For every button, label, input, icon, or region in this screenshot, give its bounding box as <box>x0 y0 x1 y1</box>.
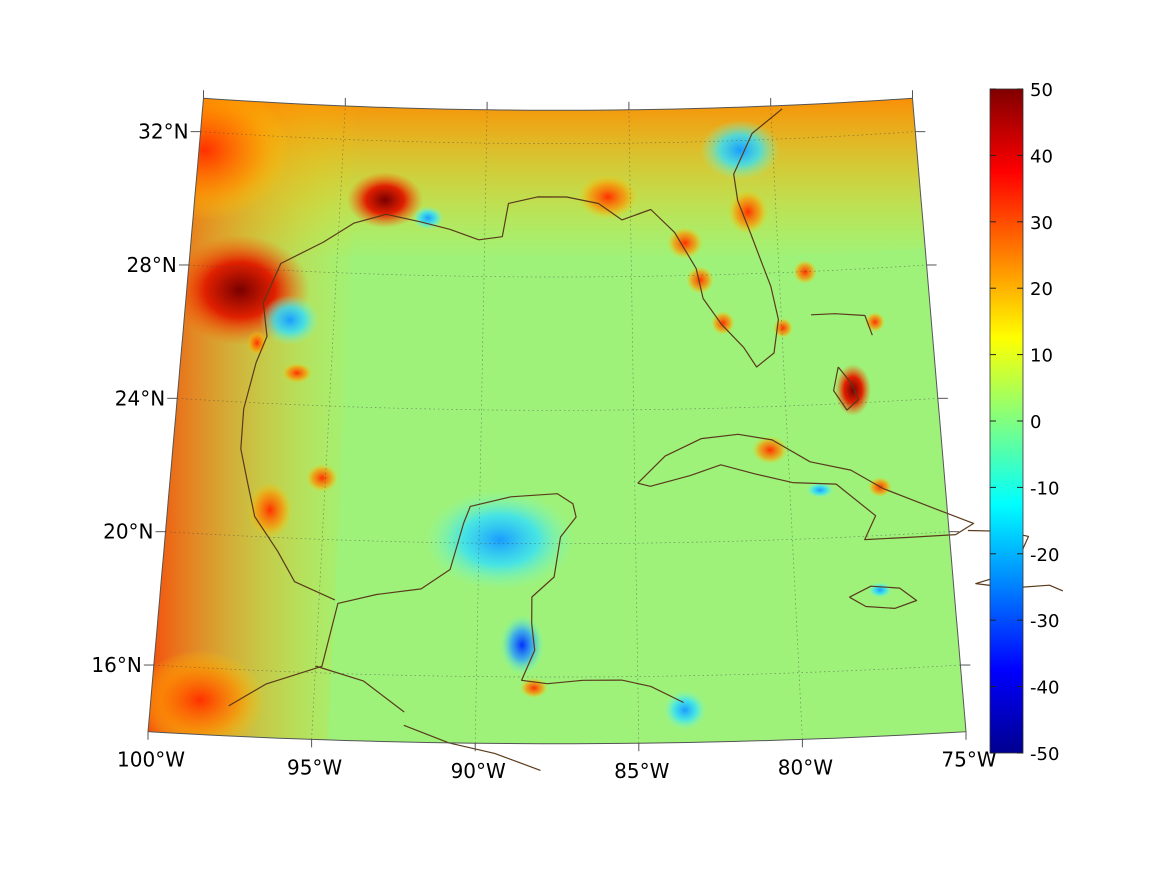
anomaly-blob-18 <box>306 464 338 492</box>
anomaly-blob-26 <box>260 295 320 345</box>
colorbar-tick-label: 40 <box>1030 146 1053 167</box>
data-field <box>148 98 966 744</box>
anomaly-blob-21 <box>500 615 544 675</box>
anomaly-blob-22 <box>663 690 707 730</box>
anomaly-blob-9 <box>835 364 871 416</box>
lat-tick-label: 32°N <box>138 120 188 144</box>
longitude-labels: 100°W 95°W 90°W 85°W 80°W 75°W <box>117 748 997 784</box>
lon-tick-label: 85°W <box>614 759 669 783</box>
frame-ticks <box>143 90 971 752</box>
parallel-line <box>188 264 927 278</box>
colorbar-tick-label: 10 <box>1030 346 1053 367</box>
anomaly-blob-13 <box>248 482 292 538</box>
lat-tick-label: 24°N <box>115 386 165 410</box>
anomaly-blob-1 <box>347 172 423 228</box>
coastline-bahamas-abaco <box>810 313 873 336</box>
anomaly-blob-10 <box>793 260 817 284</box>
coastline-bahamas-andros <box>833 366 860 411</box>
anomaly-blob-20 <box>425 490 575 590</box>
meridian-line <box>628 109 640 744</box>
colorbar-ticks: 50 40 30 20 10 0 -10 -20 -30 -40 -50 <box>990 80 1059 765</box>
parallel-line <box>165 531 950 545</box>
anomaly-blob-11 <box>865 312 885 332</box>
colorbar: 50 40 30 20 10 0 -10 -20 -30 -40 -50 <box>989 80 1059 765</box>
anomaly-blob-25 <box>868 582 892 598</box>
colorbar-tick-label: 20 <box>1030 279 1053 300</box>
anomaly-blob-15 <box>752 436 788 464</box>
coastline-jamaica <box>849 585 918 609</box>
lat-tick-label: 20°N <box>103 520 153 544</box>
graticule <box>153 105 961 744</box>
coastlines <box>228 108 1064 771</box>
anomaly-blob-23 <box>412 206 444 230</box>
lat-tick-label: 28°N <box>126 253 176 277</box>
anomaly-blob-12 <box>282 363 312 383</box>
lon-tick-label: 95°W <box>287 755 342 779</box>
map-area: 100°W 95°W 90°W 85°W 80°W 75°W 32°N 28°N 24°N 20… <box>91 90 1064 784</box>
latitude-labels: 32°N 28°N 24°N 20°N 16°N <box>91 120 188 677</box>
lat-tick-label: 16°N <box>91 653 141 677</box>
coastline-central-america <box>403 724 541 771</box>
anomaly-blob-27 <box>700 120 780 180</box>
anomaly-blob-4 <box>667 227 703 259</box>
lon-tick-label: 80°W <box>778 755 833 779</box>
lon-tick-label: 100°W <box>117 748 185 772</box>
coastline-gulf-coast <box>228 493 684 707</box>
anomaly-blob-5 <box>686 266 714 294</box>
colorbar-tick-label: 0 <box>1030 412 1041 433</box>
colorbar-tick-label: -40 <box>1030 678 1059 699</box>
anomaly-blob-2 <box>148 98 290 220</box>
lon-tick-label: 75°W <box>941 748 996 772</box>
lon-tick-label: 90°W <box>451 759 506 783</box>
colorbar-tick-label: -10 <box>1030 478 1059 499</box>
field-base <box>148 98 966 744</box>
field-anomaly-blobs <box>148 98 892 744</box>
coastline-cuba <box>637 433 975 541</box>
parallel-line <box>177 397 938 411</box>
coastline-mexico-us-coast <box>240 108 783 601</box>
anomaly-blob-24 <box>806 482 834 498</box>
colorbar-tick-label: 50 <box>1030 80 1053 101</box>
meridian-line <box>474 109 488 744</box>
anomaly-blob-17 <box>148 650 265 744</box>
colorbar-tick-label: 30 <box>1030 213 1053 234</box>
anomaly-blob-3 <box>578 175 638 219</box>
colorbar-tick-label: -30 <box>1030 611 1059 632</box>
colorbar-tick-label: -20 <box>1030 545 1059 566</box>
colorbar-tick-label: -50 <box>1030 744 1059 765</box>
coastline-pacific-coast <box>315 665 405 713</box>
